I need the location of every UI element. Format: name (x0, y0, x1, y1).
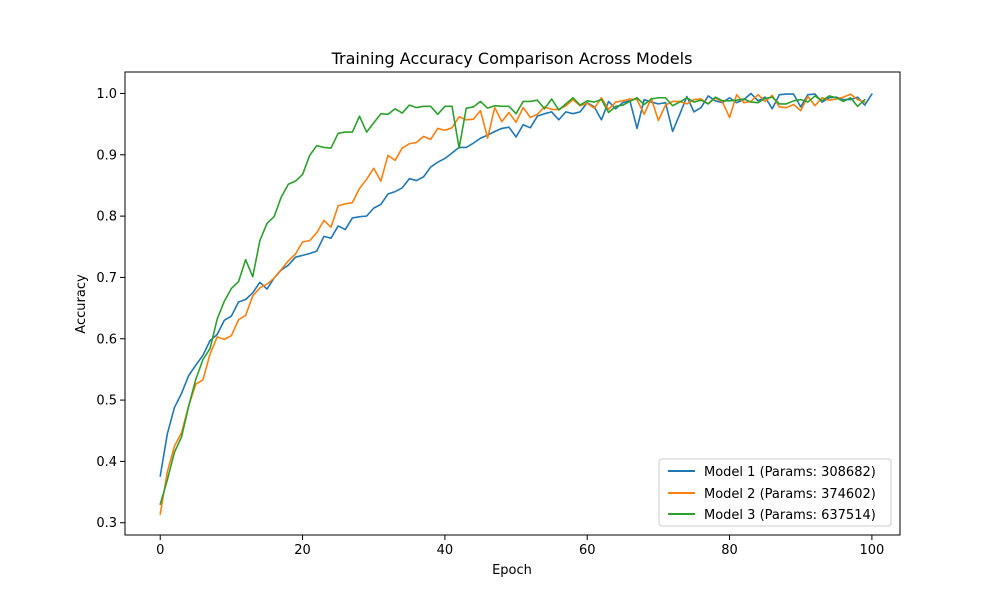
series-line-model-2 (159, 93, 866, 515)
legend-entry: Model 1 (Params: 308682) (668, 465, 876, 480)
y-axis-label: Accuracy (74, 274, 89, 334)
x-tick-label: 60 (579, 543, 596, 558)
x-axis-label: Epoch (492, 563, 532, 578)
y-tick-label: 0.5 (96, 394, 117, 409)
y-axis-ticks: 0.3 0.4 0.5 0.6 0.7 0.8 0.9 1.0 (96, 87, 125, 531)
legend: Model 1 (Params: 308682) Model 2 (Params… (658, 458, 892, 527)
legend-label: Model 3 (Params: 637514) (704, 508, 876, 523)
y-tick-label: 0.4 (96, 455, 117, 470)
series-layer (159, 92, 873, 515)
plot-frame (124, 71, 901, 536)
x-tick-label: 20 (294, 543, 311, 558)
legend-entry: Model 3 (Params: 637514) (668, 508, 876, 523)
x-tick-label: 100 (859, 543, 884, 558)
y-tick-label: 0.6 (96, 332, 117, 347)
x-tick-label: 80 (721, 543, 738, 558)
legend-label: Model 1 (Params: 308682) (704, 465, 876, 480)
x-tick-label: 0 (156, 543, 164, 558)
y-tick-label: 0.8 (96, 210, 117, 225)
y-tick-label: 0.3 (96, 516, 117, 531)
chart-title: Training Accuracy Comparison Across Mode… (331, 49, 693, 68)
x-axis-ticks: 0 20 40 60 80 100 (156, 535, 884, 558)
y-tick-label: 0.9 (96, 148, 117, 163)
series-line-model-3 (159, 95, 866, 506)
legend-label: Model 2 (Params: 374602) (704, 487, 876, 502)
plot-area (124, 71, 901, 536)
legend-box (658, 458, 892, 527)
legend-entry: Model 2 (Params: 374602) (668, 487, 876, 502)
y-tick-label: 0.7 (96, 271, 117, 286)
x-tick-label: 40 (437, 543, 454, 558)
y-tick-label: 1.0 (96, 87, 117, 102)
